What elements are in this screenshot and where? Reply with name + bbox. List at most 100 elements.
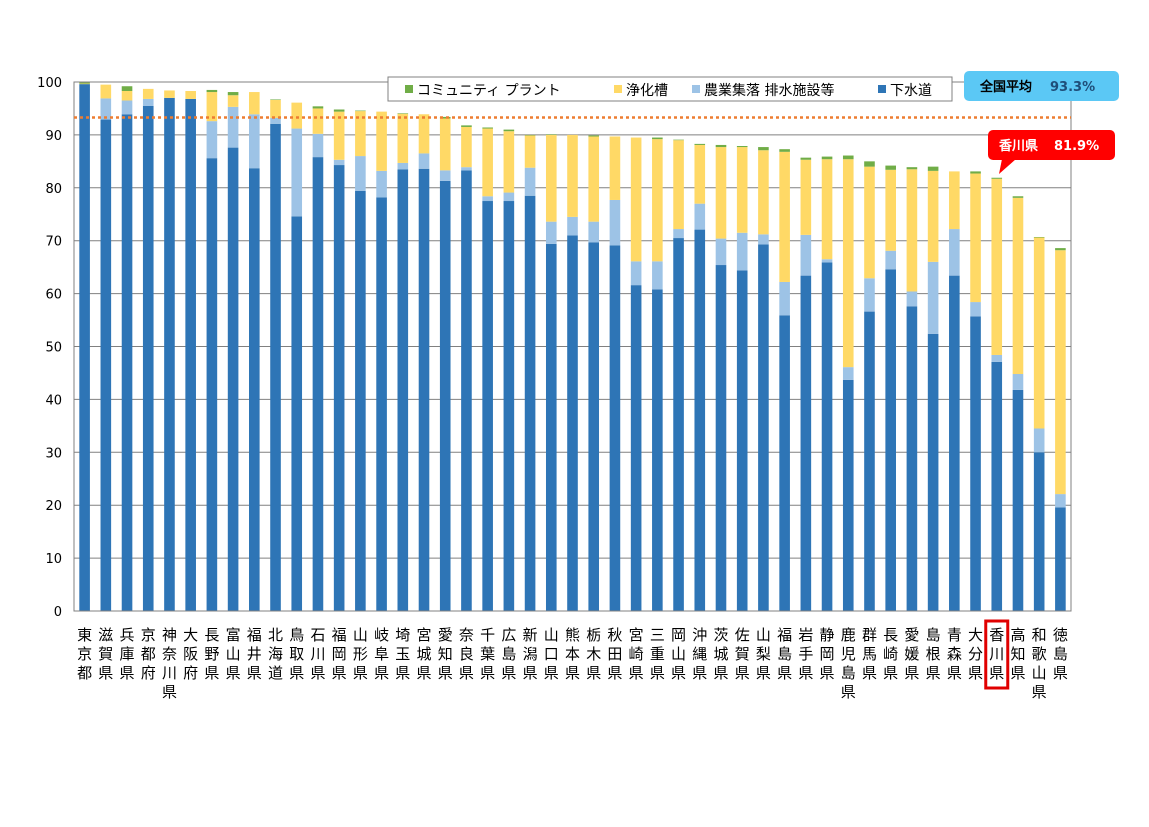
bar-segment-septic	[609, 136, 621, 200]
bar-segment-agri	[652, 261, 663, 290]
bar-segment-septic	[439, 118, 451, 171]
bar-segment-agri	[991, 354, 1003, 362]
bar-segment-agri	[227, 106, 239, 148]
bar-segment-agri	[418, 153, 430, 169]
bar-segment-sewer	[461, 170, 472, 611]
bar-segment-agri	[567, 216, 578, 236]
legend: コミュニティ プラント 浄化槽 農業集落 排水施設等 下水道	[387, 76, 953, 102]
x-tick-label: 沖縄県	[692, 626, 707, 682]
bar-segment-sewer	[79, 84, 90, 612]
bar-segment-agri	[270, 117, 281, 124]
bar-segment-septic	[312, 108, 324, 134]
kagawa-highlight-box	[984, 619, 1010, 690]
bar-segment-septic	[906, 169, 918, 292]
bar-segment-agri	[609, 199, 621, 246]
average-callout-box	[964, 71, 1119, 101]
bar-segment-sewer	[694, 229, 706, 611]
bar-segment-community	[885, 165, 896, 170]
bar-segment-agri	[100, 98, 112, 120]
bar-segment-agri	[524, 167, 536, 196]
kagawa-callout-pointer	[999, 159, 1016, 174]
bar-segment-agri	[736, 232, 748, 271]
bar-segment-septic	[333, 111, 345, 160]
bar-segment-septic	[270, 99, 281, 118]
bar-segment-sewer	[376, 197, 387, 611]
bar-segment-agri	[397, 162, 409, 170]
x-tick-label: 秋田県	[607, 626, 622, 682]
x-tick-label: 大阪府	[183, 626, 198, 682]
x-tick-label: 青森県	[947, 626, 962, 682]
bar-segment-agri	[376, 170, 387, 198]
x-tick-label: 福島県	[777, 626, 792, 682]
x-tick-label: 滋賀県	[98, 626, 113, 682]
bar-segment-septic	[715, 147, 727, 239]
bar-segment-septic	[588, 136, 600, 222]
x-tick-label: 和歌山県	[1032, 626, 1047, 701]
bar-segment-agri	[885, 250, 896, 270]
bar-segment-community	[758, 147, 769, 151]
bar-segment-sewer	[503, 201, 515, 611]
bar-segment-community	[397, 113, 409, 114]
bar-segment-sewer	[758, 244, 769, 611]
bar-segment-agri	[249, 114, 260, 169]
bar-segment-agri	[1055, 494, 1066, 508]
x-tick-label: 群馬県	[862, 626, 877, 682]
bar-segment-agri	[842, 367, 854, 380]
bar-segment-septic	[79, 83, 90, 85]
x-tick-label: 長野県	[204, 626, 219, 682]
y-tick-label: 0	[54, 605, 62, 620]
legend-swatch-sewer	[878, 85, 886, 93]
bar-segment-sewer	[185, 98, 196, 612]
kagawa-callout-box	[988, 130, 1115, 160]
bar-segment-septic	[355, 111, 366, 157]
bar-segment-agri	[694, 203, 706, 230]
legend-swatch-community	[405, 85, 413, 93]
bar-segment-community	[1033, 236, 1045, 238]
x-tick-label: 長崎県	[883, 626, 898, 682]
bar-segment-sewer	[567, 235, 578, 611]
bar-segment-septic	[227, 95, 239, 107]
bar-segment-agri	[927, 261, 939, 334]
bar-segment-septic	[673, 140, 684, 230]
x-tick-label: 石川県	[310, 626, 325, 682]
x-tick-label: 福岡県	[332, 626, 347, 682]
x-tick-label: 千葉県	[480, 626, 495, 682]
bar-segment-sewer	[885, 269, 896, 611]
bar-segment-agri	[121, 100, 133, 115]
bar-segment-community	[270, 99, 281, 100]
bar-segment-sewer	[270, 123, 281, 611]
bar-segment-sewer	[482, 201, 493, 611]
legend-swatch-agri	[692, 85, 700, 93]
bar-segment-sewer	[312, 157, 324, 612]
bar-segment-agri	[821, 259, 833, 263]
bar-segment-septic	[885, 169, 896, 251]
bar-segment-septic	[821, 159, 833, 260]
bar-segment-community	[779, 149, 790, 152]
y-tick-label: 40	[45, 393, 62, 408]
bar-segment-septic	[397, 113, 409, 163]
x-tick-label: 大分県	[968, 626, 983, 682]
x-tick-label: 埼玉県	[395, 626, 410, 682]
x-tick-label: 鳥取県	[289, 626, 304, 682]
bar-segment-septic	[291, 102, 303, 129]
bar-segment-agri	[291, 128, 303, 217]
bar-segment-community	[864, 161, 875, 167]
bar-segment-community	[461, 125, 472, 127]
bar-segment-sewer	[121, 114, 133, 612]
bar-segment-community	[545, 134, 557, 135]
bar-segment-sewer	[333, 165, 345, 612]
y-tick-label: 90	[45, 129, 62, 144]
bar-segment-agri	[355, 156, 366, 191]
bar-segment-sewer	[842, 379, 854, 611]
bar-segment-agri	[800, 234, 812, 276]
bar-segment-community	[1055, 248, 1066, 251]
bar-segment-septic	[418, 114, 430, 154]
bar-segment-agri	[439, 170, 451, 181]
bar-segment-septic	[991, 178, 1003, 355]
bar-segment-septic	[376, 111, 387, 171]
bar-segment-sewer	[418, 168, 430, 612]
bar-segment-sewer	[1033, 452, 1045, 611]
bar-segment-sewer	[588, 242, 600, 612]
x-tick-label: 香川県	[989, 626, 1004, 682]
y-tick-label: 70	[45, 235, 62, 250]
